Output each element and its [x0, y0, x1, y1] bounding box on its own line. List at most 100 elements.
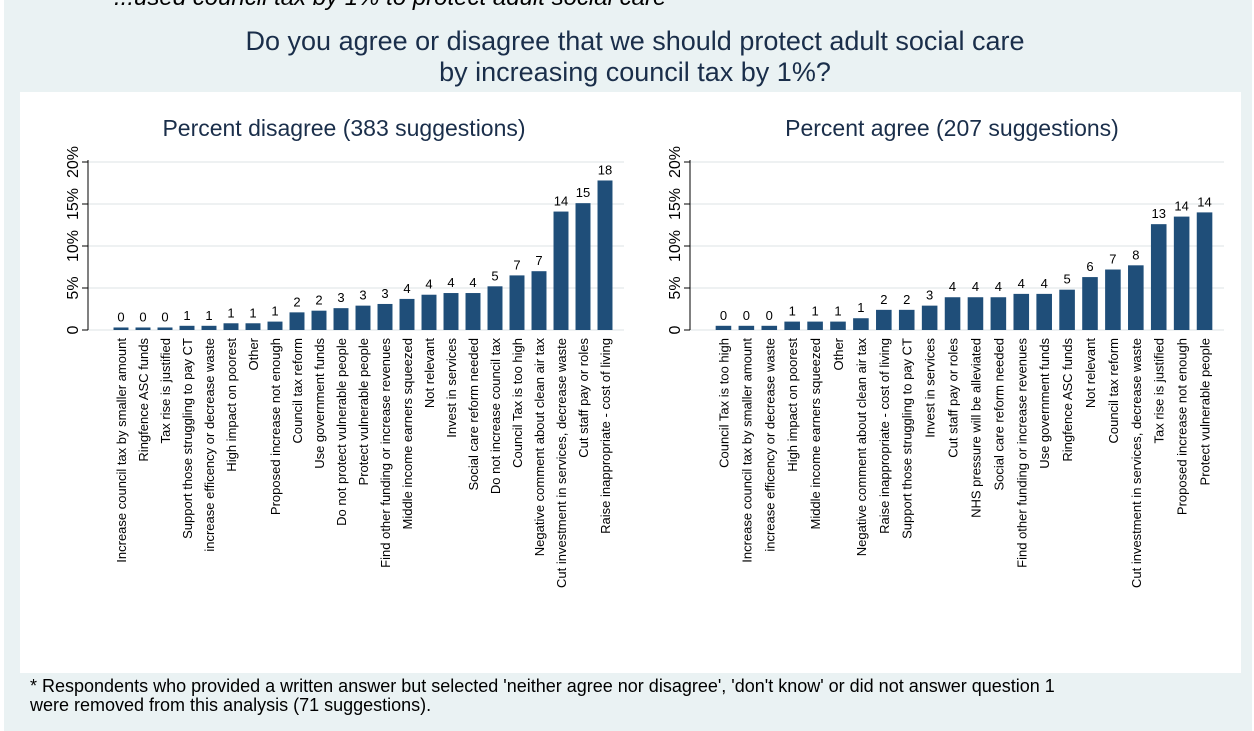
- x-category-label: Negative comment about clean air tax: [854, 338, 869, 557]
- bar-value-label: 14: [1197, 194, 1211, 209]
- bar: [1105, 269, 1121, 330]
- bar: [967, 297, 984, 330]
- bar-value-label: 1: [227, 305, 234, 320]
- x-category-label: High impact on poorest: [224, 338, 239, 472]
- bar-value-label: 4: [972, 279, 979, 294]
- bar-value-label: 1: [789, 304, 796, 319]
- bar-value-label: 3: [381, 286, 388, 301]
- bar-value-label: 3: [359, 288, 366, 303]
- x-category-label: NHS pressure will be alleviated: [968, 338, 983, 518]
- bar: [738, 325, 755, 330]
- main-title: Do you agree or disagree that we should …: [4, 26, 1254, 88]
- bar: [531, 271, 547, 330]
- bar-value-label: 4: [1018, 276, 1025, 291]
- bar-value-label: 14: [554, 194, 568, 209]
- x-category-label: Other: [246, 337, 261, 370]
- bar-value-label: 0: [139, 309, 146, 324]
- bar: [311, 310, 327, 330]
- y-tick-label: 0: [667, 325, 684, 334]
- footnote-line-2: were removed from this analysis (71 sugg…: [30, 695, 432, 715]
- x-category-label: Ringfence ASC funds: [136, 338, 151, 462]
- x-category-label: Cut investment in services, decrease was…: [554, 338, 569, 588]
- bar: [1059, 289, 1075, 330]
- bar-value-label: 13: [1151, 206, 1165, 221]
- bar-value-label: 3: [337, 290, 344, 305]
- bar: [421, 294, 437, 330]
- bar-value-label: 2: [315, 293, 322, 308]
- bar: [443, 293, 459, 330]
- bar-value-label: 1: [249, 305, 256, 320]
- x-category-label: Proposed increase not enough: [268, 338, 283, 515]
- bar-value-label: 5: [1063, 272, 1070, 287]
- bar: [807, 321, 823, 330]
- x-category-label: Cut investment in services, decrease was…: [1129, 338, 1144, 588]
- y-tick-label: 15%: [667, 188, 684, 220]
- bar-value-label: 0: [743, 308, 750, 323]
- bar: [1036, 293, 1052, 330]
- bar: [1173, 216, 1190, 330]
- bar: [399, 298, 415, 330]
- main-title-line-1: Do you agree or disagree that we should …: [245, 26, 1025, 56]
- x-category-label: increase efficency or decrease waste: [202, 338, 217, 552]
- chart-title: Percent disagree (383 suggestions): [162, 115, 525, 141]
- bar: [990, 297, 1007, 330]
- bar: [898, 309, 915, 330]
- y-tick-label: 0: [65, 325, 82, 334]
- x-category-label: Not relevant: [1083, 338, 1098, 408]
- x-category-label: Support those struggling to pay CT: [180, 338, 195, 539]
- bar: [921, 305, 938, 330]
- bar-value-label: 7: [1109, 252, 1116, 267]
- x-category-label: Support those struggling to pay CT: [900, 338, 915, 539]
- bar-value-label: 2: [903, 292, 910, 307]
- x-category-label: Protect vulnerable people: [356, 338, 371, 485]
- x-category-label: Council Tax is too high: [510, 338, 525, 468]
- chart-panel-1: Percent disagree (383 suggestions) 0 5% 10%…: [65, 115, 624, 588]
- bar: [267, 321, 283, 330]
- main-title-line-2: by increasing council tax by 1%?: [439, 57, 831, 87]
- x-category-label: Do not increase council tax: [488, 338, 503, 495]
- x-category-label: Proposed increase not enough: [1175, 338, 1190, 515]
- bar-value-label: 4: [425, 277, 432, 292]
- bar: [784, 321, 800, 330]
- y-tick-label: 20%: [65, 146, 82, 178]
- bar-value-label: 4: [403, 281, 410, 296]
- bar-value-label: 15: [576, 185, 590, 200]
- bar-value-label: 2: [880, 292, 887, 307]
- x-category-label: Increase council tax by smaller amount: [739, 338, 754, 563]
- bar: [1082, 277, 1098, 330]
- y-tick-label: 5%: [667, 276, 684, 299]
- y-tick-label: 20%: [667, 146, 684, 178]
- cropped-heading: ...used council tax by 1% to protect adu…: [114, 0, 666, 12]
- bar-value-label: 1: [271, 304, 278, 319]
- x-category-label: Use government funds: [1037, 338, 1052, 469]
- bar: [465, 293, 481, 330]
- bar: [201, 325, 217, 330]
- x-category-label: Tax rise is justified: [1152, 338, 1167, 443]
- bar: [876, 309, 892, 330]
- x-category-label: Raise inappropriate - cost of living: [598, 338, 613, 534]
- x-category-label: Negative comment about clean air tax: [532, 338, 547, 557]
- x-category-label: increase efficency or decrease waste: [762, 338, 777, 552]
- bar: [333, 308, 349, 330]
- chart-panel-2: Percent agree (207 suggestions) 0 5% 10% 15%…: [667, 115, 1224, 588]
- bar-value-label: 1: [857, 300, 864, 315]
- bar-value-label: 0: [766, 308, 773, 323]
- bar-value-label: 1: [183, 308, 190, 323]
- bar-value-label: 1: [205, 308, 212, 323]
- bar: [355, 305, 371, 330]
- x-category-label: Other: [831, 337, 846, 370]
- bar: [575, 203, 591, 330]
- bar: [135, 327, 151, 330]
- bar-value-label: 7: [513, 257, 520, 272]
- bar: [944, 297, 961, 330]
- bar: [1128, 265, 1144, 330]
- x-category-label: Council Tax is too high: [716, 338, 731, 468]
- bar: [1150, 224, 1167, 330]
- x-category-label: Protect vulnerable people: [1198, 338, 1213, 485]
- x-category-label: Raise inappropriate - cost of living: [877, 338, 892, 534]
- bar-value-label: 0: [117, 309, 124, 324]
- x-category-label: Social care reform needed: [991, 338, 1006, 490]
- bar-value-label: 2: [293, 294, 300, 309]
- bar-value-label: 14: [1174, 199, 1188, 214]
- bar-value-label: 1: [811, 304, 818, 319]
